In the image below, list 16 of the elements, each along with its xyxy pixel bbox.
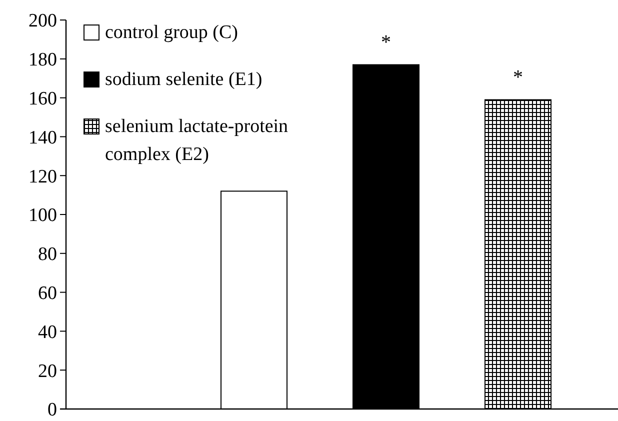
y-tick-label: 40 (38, 322, 57, 343)
y-tick-label: 160 (28, 88, 57, 110)
y-tick-label: 140 (28, 127, 57, 148)
y-tick-label: 180 (28, 50, 57, 71)
y-tick-label: 80 (38, 244, 57, 266)
legend-label: sodium selenite (E1) (105, 69, 262, 90)
y-tick-label: 60 (38, 282, 57, 304)
y-tick-label: 100 (28, 205, 57, 226)
y-tick-label: 0 (48, 400, 57, 421)
legend-label: control group (C) (105, 22, 238, 43)
annotation: * (513, 66, 523, 89)
y-tick-label: 20 (38, 360, 57, 382)
y-tick-label: 200 (28, 10, 57, 32)
legend-label: selenium lactate-protein complex (E2) (105, 116, 289, 165)
annotation: * (381, 32, 391, 54)
y-tick-label: 120 (28, 166, 57, 188)
